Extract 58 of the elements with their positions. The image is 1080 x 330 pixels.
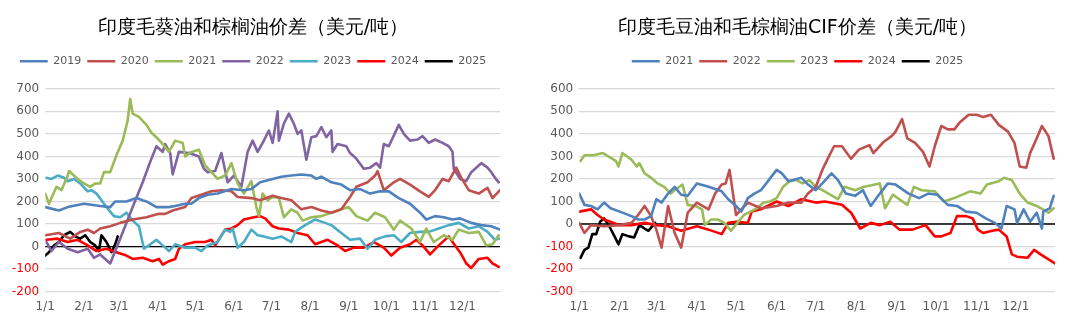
- y-tick-label: -300: [546, 283, 574, 298]
- y-tick-label: 600: [16, 103, 40, 118]
- x-tick-label: 12/1: [1002, 298, 1030, 313]
- y-tick-label: -100: [546, 238, 574, 253]
- y-tick-label: 500: [550, 103, 574, 118]
- y-tick-label: 200: [550, 171, 574, 186]
- legend-label: 2020: [120, 54, 149, 68]
- y-tick-label: 400: [550, 125, 574, 140]
- x-tick-label: 1/1: [35, 298, 55, 313]
- legend-label: 2025: [935, 54, 964, 68]
- x-tick-label: 2/1: [74, 298, 94, 313]
- x-tick-label: 5/1: [185, 298, 205, 313]
- x-tick-label: 10/1: [372, 298, 400, 313]
- legend-label: 2024: [390, 54, 419, 68]
- x-tick-label: 10/1: [922, 298, 950, 313]
- legend-label: 2024: [867, 54, 896, 68]
- x-tick-label: 2/1: [610, 298, 630, 313]
- x-tick-label: 1/1: [569, 298, 589, 313]
- legend-label: 2023: [323, 54, 352, 68]
- y-tick-label: 400: [16, 148, 40, 163]
- x-tick-label: 7/1: [806, 298, 826, 313]
- x-tick-label: 9/1: [887, 298, 907, 313]
- legend-label: 2025: [458, 54, 487, 68]
- x-tick-label: 3/1: [646, 298, 667, 313]
- x-tick-label: 5/1: [726, 298, 746, 313]
- x-tick-label: 12/1: [449, 298, 476, 313]
- legend-label: 2023: [800, 54, 829, 68]
- x-tick-label: 3/1: [109, 298, 129, 313]
- y-tick-label: 500: [16, 125, 40, 140]
- y-tick-label: 0: [565, 216, 574, 231]
- legend-label: 2022: [255, 54, 284, 68]
- y-tick-label: 100: [550, 193, 574, 208]
- y-tick-label: 300: [550, 148, 574, 163]
- y-tick-label: -200: [546, 261, 574, 276]
- y-tick-label: 0: [31, 238, 40, 253]
- x-tick-label: 4/1: [687, 298, 707, 313]
- y-tick-label: -200: [12, 283, 40, 298]
- x-tick-label: 6/1: [224, 298, 244, 313]
- x-tick-label: 11/1: [963, 298, 991, 313]
- y-tick-label: -100: [12, 261, 40, 276]
- legend-label: 2019: [53, 54, 82, 68]
- x-tick-label: 4/1: [148, 298, 168, 313]
- y-tick-label: 600: [550, 80, 574, 95]
- x-tick-label: 9/1: [339, 298, 359, 313]
- x-tick-label: 6/1: [766, 298, 787, 313]
- x-tick-label: 8/1: [300, 298, 320, 313]
- chart-title: 印度毛葵油和棕榈油价差（美元/吨）: [97, 15, 409, 38]
- y-tick-label: 700: [16, 80, 40, 95]
- y-tick-label: 300: [16, 171, 40, 186]
- x-tick-label: 8/1: [846, 298, 866, 313]
- legend-label: 2022: [732, 54, 761, 68]
- legend-label: 2021: [188, 54, 217, 68]
- x-tick-label: 11/1: [411, 298, 439, 313]
- x-tick-label: 7/1: [261, 298, 282, 313]
- y-tick-label: 100: [16, 216, 40, 231]
- chart-title: 印度毛豆油和毛棕榈油CIF价差（美元/吨）: [617, 15, 978, 38]
- y-tick-label: 200: [16, 193, 40, 208]
- legend-label: 2021: [665, 54, 694, 68]
